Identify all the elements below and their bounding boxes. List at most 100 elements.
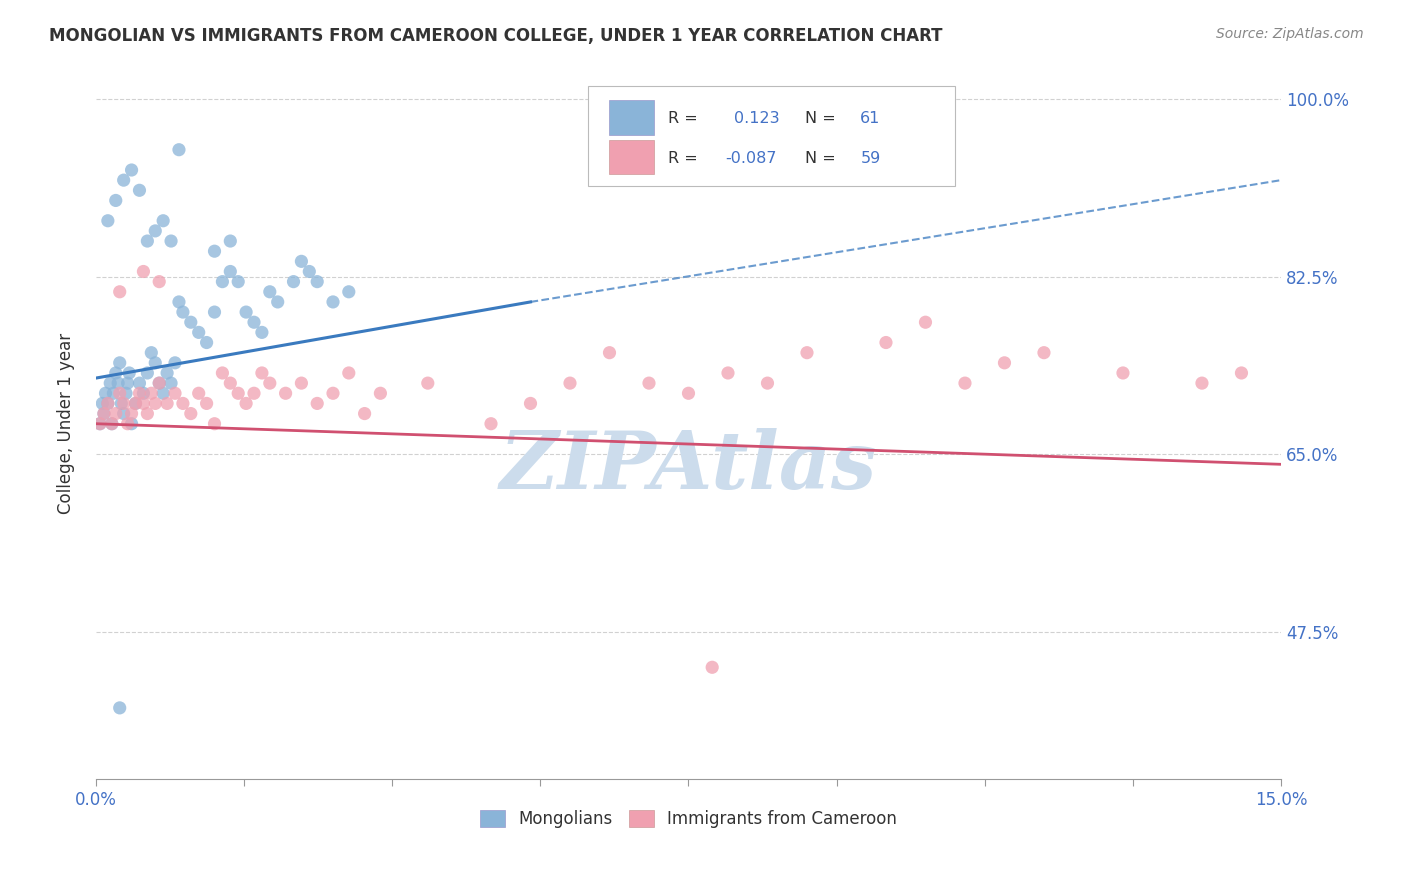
Point	[156, 366, 179, 380]
Point	[353, 407, 375, 421]
Point	[187, 326, 209, 340]
Text: R =: R =	[668, 111, 699, 126]
Point	[226, 386, 249, 401]
Point	[128, 183, 150, 197]
Point	[172, 305, 194, 319]
Point	[89, 417, 111, 431]
Point	[756, 376, 779, 391]
Point	[290, 376, 312, 391]
Point	[211, 275, 233, 289]
Point	[152, 213, 174, 227]
Point	[479, 417, 502, 431]
Point	[108, 386, 131, 401]
Point	[112, 396, 135, 410]
Point	[104, 366, 127, 380]
Point	[250, 326, 273, 340]
Point	[163, 356, 186, 370]
Point	[235, 396, 257, 410]
Point	[104, 194, 127, 208]
Point	[204, 305, 226, 319]
Point	[226, 275, 249, 289]
Text: -0.087: -0.087	[725, 151, 776, 166]
Point	[219, 264, 242, 278]
Point	[267, 294, 290, 309]
Point	[104, 407, 127, 421]
Point	[160, 376, 183, 391]
Point	[235, 305, 257, 319]
Text: MONGOLIAN VS IMMIGRANTS FROM CAMEROON COLLEGE, UNDER 1 YEAR CORRELATION CHART: MONGOLIAN VS IMMIGRANTS FROM CAMEROON CO…	[49, 27, 942, 45]
Point	[128, 386, 150, 401]
Bar	[609, 101, 654, 135]
Point	[678, 386, 700, 401]
Point	[117, 376, 139, 391]
Point	[167, 143, 190, 157]
Y-axis label: College, Under 1 year: College, Under 1 year	[58, 333, 75, 515]
Point	[1191, 376, 1213, 391]
Text: N =: N =	[804, 111, 835, 126]
Point	[914, 315, 936, 329]
Point	[337, 285, 360, 299]
Point	[93, 407, 115, 421]
Bar	[609, 139, 654, 174]
Point	[298, 264, 321, 278]
Point	[136, 407, 159, 421]
Point	[121, 407, 143, 421]
Point	[93, 407, 115, 421]
Point	[259, 285, 281, 299]
Point	[163, 386, 186, 401]
Point	[128, 376, 150, 391]
Point	[101, 417, 124, 431]
Point	[953, 376, 976, 391]
Text: R =: R =	[668, 151, 699, 166]
Point	[152, 386, 174, 401]
Point	[143, 396, 166, 410]
Point	[124, 396, 146, 410]
Text: 61: 61	[860, 111, 880, 126]
Point	[187, 386, 209, 401]
Point	[121, 163, 143, 178]
Point	[108, 701, 131, 715]
Point	[322, 386, 344, 401]
Point	[180, 315, 202, 329]
Point	[598, 345, 620, 359]
Point	[1230, 366, 1253, 380]
Point	[97, 396, 120, 410]
Point	[283, 275, 305, 289]
Point	[204, 244, 226, 259]
Point	[148, 376, 170, 391]
Point	[160, 234, 183, 248]
Text: Source: ZipAtlas.com: Source: ZipAtlas.com	[1216, 27, 1364, 41]
FancyBboxPatch shape	[588, 87, 955, 186]
Point	[1112, 366, 1135, 380]
Point	[148, 275, 170, 289]
Point	[110, 396, 132, 410]
Point	[148, 376, 170, 391]
Point	[219, 376, 242, 391]
Point	[370, 386, 392, 401]
Point	[136, 366, 159, 380]
Text: 0.123: 0.123	[734, 111, 779, 126]
Text: 59: 59	[860, 151, 880, 166]
Point	[211, 366, 233, 380]
Point	[117, 417, 139, 431]
Point	[638, 376, 661, 391]
Text: ZIPAtlas: ZIPAtlas	[499, 427, 877, 505]
Point	[97, 396, 120, 410]
Point	[108, 285, 131, 299]
Point	[195, 396, 218, 410]
Point	[307, 396, 329, 410]
Point	[112, 173, 135, 187]
Point	[97, 213, 120, 227]
Point	[274, 386, 297, 401]
Point	[322, 294, 344, 309]
Point	[993, 356, 1015, 370]
Point	[250, 366, 273, 380]
Point	[91, 396, 114, 410]
Point	[118, 366, 141, 380]
Point	[94, 386, 117, 401]
Point	[132, 396, 155, 410]
Point	[115, 386, 138, 401]
Point	[103, 386, 125, 401]
Point	[259, 376, 281, 391]
Point	[180, 407, 202, 421]
